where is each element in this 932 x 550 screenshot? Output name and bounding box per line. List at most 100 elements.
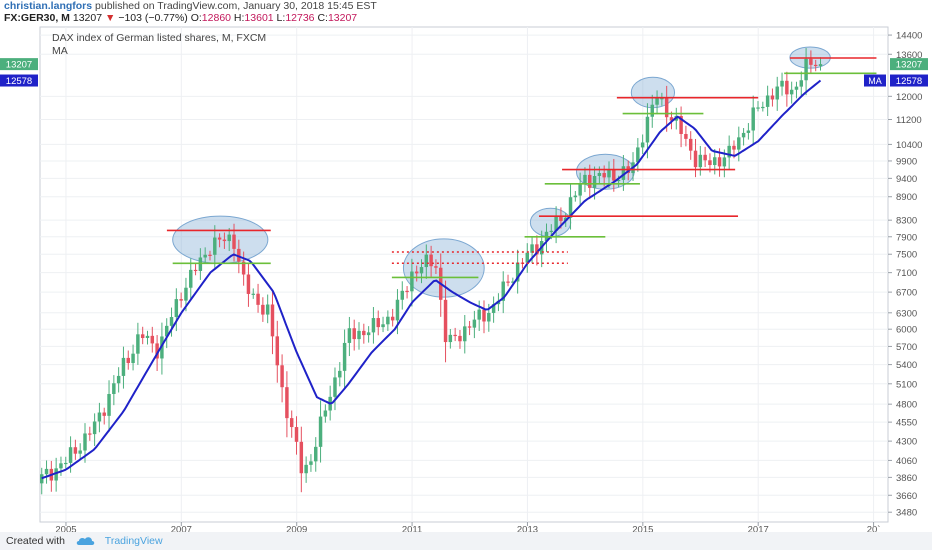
plot-border bbox=[39, 26, 889, 523]
candle-body-down bbox=[299, 441, 304, 474]
y-tick-label: 4550 bbox=[896, 418, 917, 429]
candle-body-down bbox=[482, 309, 486, 322]
candle-body-up bbox=[395, 299, 400, 321]
tradingview-brand[interactable]: TradingView bbox=[104, 535, 163, 547]
candle-body-up bbox=[386, 316, 390, 325]
candle-body-up bbox=[530, 244, 534, 253]
candle-body-up bbox=[251, 293, 255, 295]
candle-body-down bbox=[405, 290, 409, 293]
ma-line-group bbox=[41, 79, 822, 480]
candle-body-up bbox=[597, 172, 602, 177]
publish-bar: christian.langfors published on TradingV… bbox=[0, 0, 932, 12]
candle-body-up bbox=[698, 154, 703, 168]
candle-body-down bbox=[362, 330, 366, 336]
y-tick-label: 6700 bbox=[896, 288, 917, 299]
candle-body-up bbox=[203, 254, 207, 258]
ohlc-bar: FX:GER30, M 13207 ▼ −103 (−0.77%) O:1286… bbox=[0, 12, 932, 25]
candle-body-up bbox=[116, 375, 121, 384]
candle-body-up bbox=[789, 89, 794, 95]
candle-body-down bbox=[289, 418, 294, 428]
candle-body-down bbox=[688, 138, 693, 151]
candle-body-down bbox=[458, 335, 462, 342]
candle-body-up bbox=[419, 267, 424, 274]
last-price: 13207 bbox=[72, 12, 103, 24]
candle-body-down bbox=[222, 239, 227, 242]
candle-body-down bbox=[155, 343, 159, 359]
candle-body-up bbox=[424, 254, 429, 268]
y-tick-label: 5100 bbox=[896, 379, 917, 390]
candle-body-up bbox=[448, 334, 453, 343]
candle-body-down bbox=[684, 134, 688, 139]
candle-body-down bbox=[280, 365, 284, 388]
price-label-text: 13207 bbox=[896, 60, 922, 71]
candle-body-down bbox=[813, 64, 818, 67]
x-tick-label: 2009 bbox=[286, 524, 307, 535]
y-tick-label: 3480 bbox=[896, 508, 917, 519]
left-price-label-box bbox=[0, 74, 38, 87]
low-value: 12736 bbox=[285, 12, 315, 24]
y-tick-label: 7100 bbox=[896, 268, 917, 279]
candles bbox=[40, 48, 823, 495]
candle-body-up bbox=[323, 410, 328, 417]
candle-body-down bbox=[88, 433, 92, 435]
price-label-text: 12578 bbox=[896, 76, 922, 87]
candle-body-up bbox=[655, 98, 659, 105]
high-label: H: bbox=[233, 12, 245, 24]
candle-body-down bbox=[429, 254, 433, 267]
high-value: 13601 bbox=[244, 12, 274, 24]
price-change: −103 (−0.77%) bbox=[118, 12, 188, 24]
candle-body-down bbox=[669, 117, 674, 121]
close-value: 13207 bbox=[327, 12, 358, 24]
candle-body-up bbox=[621, 166, 626, 180]
candle-body-up bbox=[121, 357, 126, 376]
candle-body-down bbox=[443, 299, 448, 343]
candle-body-up bbox=[554, 215, 558, 231]
candle-body-up bbox=[145, 335, 150, 339]
highlight-ellipse bbox=[172, 215, 269, 264]
candle-body-up bbox=[765, 95, 770, 107]
candle-body-up bbox=[44, 468, 49, 475]
price-label-box bbox=[890, 74, 928, 87]
candle-body-up bbox=[189, 269, 193, 288]
candle-body-down bbox=[352, 328, 356, 340]
y-tick-label: 8300 bbox=[896, 216, 917, 227]
candle-body-down bbox=[275, 336, 280, 366]
candle-body-up bbox=[573, 195, 578, 198]
y-tick-label: 10400 bbox=[896, 140, 922, 151]
candle-body-up bbox=[304, 464, 308, 474]
candle-body-down bbox=[612, 169, 616, 181]
highlight-ellipse bbox=[402, 238, 485, 298]
candle-body-up bbox=[722, 157, 727, 167]
candle-body-down bbox=[679, 115, 683, 135]
footer-bar: Created with TradingView bbox=[0, 532, 932, 550]
candle-body-down bbox=[785, 80, 789, 95]
y-tick-label: 3860 bbox=[896, 473, 917, 484]
candle-body-up bbox=[515, 262, 520, 282]
candle-body-up bbox=[97, 412, 102, 422]
candle-body-up bbox=[737, 137, 741, 150]
candle-body-up bbox=[174, 299, 179, 318]
candle-body-up bbox=[477, 309, 481, 320]
candle-body-up bbox=[636, 147, 640, 163]
candle-body-up bbox=[713, 157, 717, 166]
author-link[interactable]: christian.langfors bbox=[4, 0, 93, 12]
candle-body-up bbox=[68, 447, 73, 463]
y-tick-label: 3660 bbox=[896, 491, 917, 502]
candle-body-down bbox=[232, 234, 236, 249]
candle-body-up bbox=[583, 174, 587, 184]
close-label: C: bbox=[317, 12, 328, 24]
symbol-label[interactable]: FX:GER30, M bbox=[4, 12, 70, 24]
candle-body-up bbox=[761, 106, 765, 109]
x-tick-label: 2015 bbox=[632, 524, 653, 535]
candle-body-up bbox=[265, 304, 270, 315]
y-tick-label: 14400 bbox=[896, 31, 922, 42]
candle-body-down bbox=[535, 244, 539, 255]
candle-body-up bbox=[333, 377, 337, 397]
candle-body-down bbox=[732, 145, 736, 150]
left-price-label-text: 12578 bbox=[6, 76, 32, 87]
x-tick-label: 2007 bbox=[171, 524, 192, 535]
candle-body-up bbox=[607, 169, 611, 178]
candle-body-up bbox=[511, 281, 515, 283]
y-tick-label: 13600 bbox=[896, 50, 922, 61]
